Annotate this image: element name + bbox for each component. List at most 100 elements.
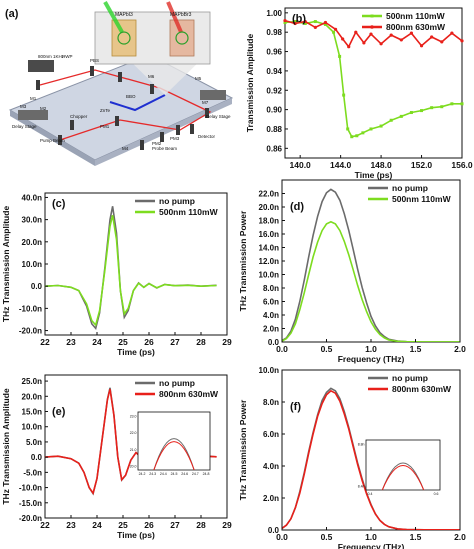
panel-label-e: (e)	[52, 406, 66, 418]
data-point	[389, 33, 393, 37]
panel-c-chart: 22 23 24 25 26 27 28 29 -20.0n -10.0n 0.0 10.0n 20.0…	[1, 192, 232, 357]
x-tick-label: 152.0	[411, 160, 433, 170]
data-point	[379, 124, 383, 128]
x-axis-label: Frequency (THz)	[338, 354, 405, 364]
x-tick-label: 1.0	[365, 532, 377, 542]
x-tick-label: 26	[144, 337, 154, 347]
data-point	[293, 21, 297, 26]
x-tick-label: 1.0	[365, 344, 377, 354]
x-tick-label: 140.0	[290, 160, 312, 170]
label-delay-stage-right: Delay Stage	[206, 114, 231, 119]
green-pump-beam	[103, 1, 124, 33]
y-tick-label: 0.98	[266, 28, 282, 37]
inset-y-tick-label: 22.0	[130, 431, 137, 435]
inset-x-tick-label: 24.5	[171, 472, 178, 476]
data-point	[323, 20, 328, 25]
data-point	[409, 31, 414, 35]
y-tick-label: -5.0n	[23, 468, 42, 477]
y-tick-label: 2.0n	[263, 325, 279, 334]
y-tick-label: 0.0	[31, 453, 43, 462]
x-tick-label: 28	[196, 520, 206, 530]
data-point	[303, 19, 307, 24]
data-point	[440, 105, 444, 109]
y-tick-label: 10.0n	[259, 271, 280, 280]
label-mapbbr3: MAPbBr3	[170, 12, 192, 18]
y-tick-label: 6.0n	[263, 430, 279, 439]
legend-marker	[370, 25, 374, 29]
x-tick-label: 27	[170, 520, 180, 530]
delay-stage-right	[200, 90, 226, 100]
y-tick-label: 12.0n	[259, 257, 280, 266]
data-point	[313, 20, 317, 24]
data-point	[389, 118, 393, 122]
inset-x-tick-label: 24.2	[139, 472, 146, 476]
label-mapbi3: MAPbI3	[115, 12, 133, 18]
y-axis-label: Transmission Amplitude	[245, 34, 255, 133]
data-point	[440, 40, 444, 44]
label-pm2: PM2	[152, 141, 162, 146]
y-tick-label: 0.90	[266, 106, 282, 115]
inset-x-tick-label: 24.4	[160, 472, 167, 476]
x-axis-label: Time (ps)	[117, 347, 155, 357]
inset-y-tick-label: 21.0	[130, 448, 137, 452]
panel-label-b: (b)	[292, 13, 306, 25]
x-tick-label: 29	[222, 337, 232, 347]
label-bbo: BBO	[126, 94, 136, 99]
inset-x-tick-label: 24.3	[149, 472, 156, 476]
optic-mount	[150, 84, 154, 94]
data-point	[369, 32, 373, 36]
data-point	[399, 38, 403, 42]
y-axis-label: THz Transmission Amplitude	[1, 206, 11, 323]
legend-label: 800nm 630mW	[392, 384, 452, 394]
series-line-2	[282, 220, 460, 342]
plot-frame	[44, 192, 228, 336]
x-tick-label: 28	[196, 337, 206, 347]
y-tick-label: 0.94	[266, 67, 282, 76]
sample-callout-cone	[125, 56, 205, 95]
x-axis-label: Time (ps)	[117, 530, 155, 540]
legend-label: no pump	[392, 373, 428, 383]
data-point	[399, 114, 403, 118]
data-point	[354, 30, 358, 34]
optic-mount	[160, 132, 164, 142]
legend-label: 800nm 630mW	[386, 22, 446, 32]
legend-label: no pump	[159, 196, 195, 206]
data-point	[333, 27, 338, 31]
label-hwp: HWP	[62, 54, 73, 59]
inset-x-tick-label: 24.7	[192, 472, 199, 476]
panel-label-f: (f)	[290, 401, 301, 413]
x-tick-label: 156.0	[451, 160, 473, 170]
y-tick-label: 15.0n	[22, 408, 43, 417]
x-tick-label: 0.5	[321, 344, 333, 354]
label-chopper: Chopper	[70, 114, 88, 119]
data-point	[332, 30, 336, 34]
data-point	[420, 109, 424, 113]
label-pump-beam: Pump Beam	[40, 138, 65, 143]
y-tick-label: 18.0n	[259, 217, 280, 226]
x-tick-label: 29	[222, 520, 232, 530]
label-m1: M1	[30, 96, 37, 101]
pump-beam-path	[109, 94, 166, 112]
x-tick-label: 23	[66, 520, 76, 530]
x-tick-label: 27	[170, 337, 180, 347]
y-tick-label: 25.0n	[22, 377, 43, 386]
series-line-1	[285, 20, 462, 138]
y-axis-label: THz Transmission Amplitude	[1, 388, 11, 505]
y-tick-label: 2.0n	[263, 494, 279, 503]
data-point	[361, 131, 365, 135]
y-tick-label: 10.0n	[22, 423, 43, 432]
y-tick-label: -20.0n	[19, 327, 42, 336]
inset-series-line-2	[381, 465, 425, 491]
y-tick-label: 5.0n	[26, 438, 42, 447]
y-axis-label: THz Transmission Power	[238, 399, 248, 500]
inset-x-tick-label: 24.8	[203, 472, 210, 476]
data-point	[362, 41, 366, 45]
y-tick-label: 0.0	[268, 338, 280, 347]
thz-wave-icon-2	[175, 31, 189, 45]
optic-mount	[118, 72, 122, 82]
x-tick-label: 148.0	[370, 160, 392, 170]
y-tick-label: 0.96	[266, 48, 282, 57]
x-tick-label: 2.0	[454, 532, 466, 542]
y-tick-label: 0.92	[266, 86, 282, 95]
